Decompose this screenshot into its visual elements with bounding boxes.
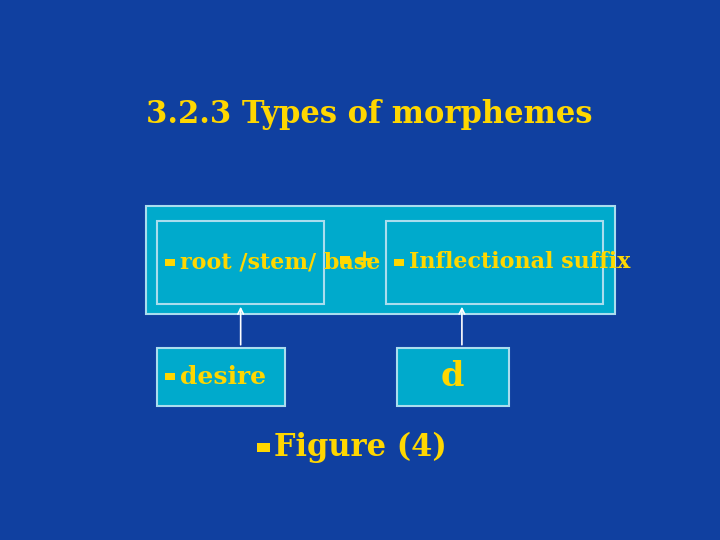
Bar <box>166 259 176 266</box>
Text: Inflectional suffix: Inflectional suffix <box>409 251 630 273</box>
Bar <box>157 348 285 406</box>
Text: desire: desire <box>180 364 266 389</box>
Bar <box>157 221 324 304</box>
Bar <box>340 256 350 264</box>
Bar <box>386 221 603 304</box>
Text: +: + <box>353 248 374 272</box>
Bar <box>394 259 404 266</box>
Text: d: d <box>441 360 464 393</box>
Bar <box>258 443 270 452</box>
Text: 3.2.3 Types of morphemes: 3.2.3 Types of morphemes <box>145 99 593 130</box>
Text: root /stem/ base: root /stem/ base <box>180 251 380 273</box>
Text: Figure (4): Figure (4) <box>274 431 447 463</box>
Bar <box>145 206 615 314</box>
Bar <box>397 348 508 406</box>
Bar <box>166 373 176 380</box>
